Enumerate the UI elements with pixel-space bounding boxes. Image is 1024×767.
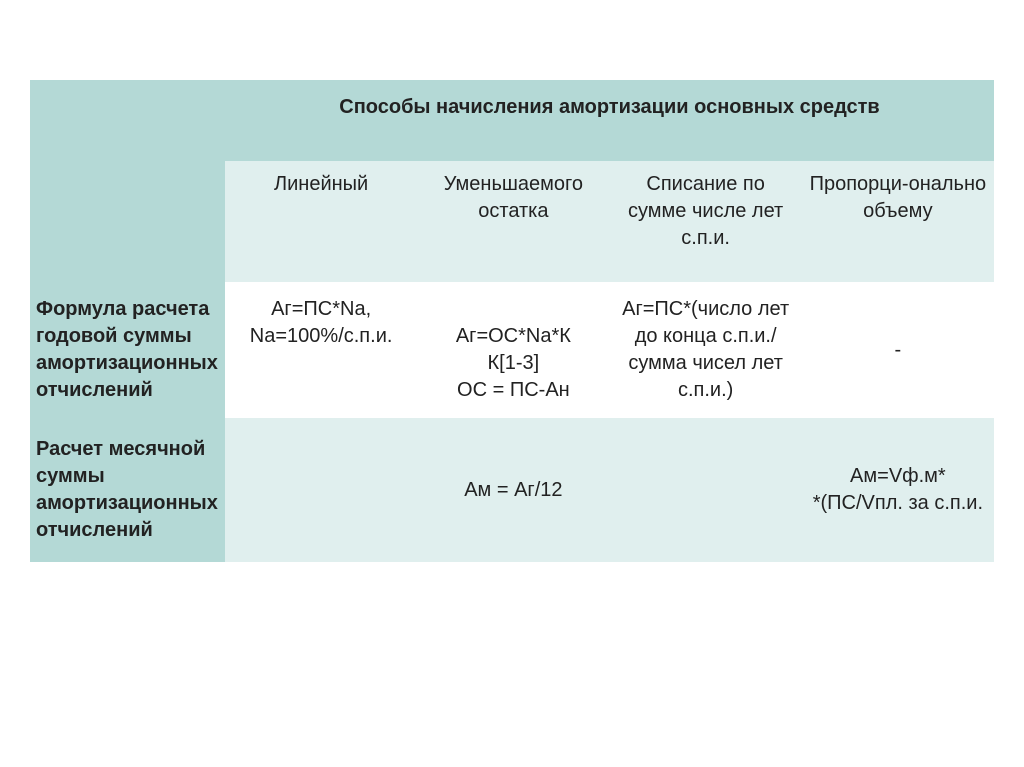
cell-annual-linear: Аг=ПС*Na, Na=100%/с.п.и.	[225, 282, 417, 418]
amortization-methods-table: Способы начисления амортизации основных …	[30, 80, 994, 562]
cell-annual-volume: -	[802, 282, 994, 418]
col-header-sum-years: Списание по сумме числе лет с.п.и.	[610, 161, 802, 282]
col-header-reducing: Уменьшаемого остатка	[417, 161, 609, 282]
col-header-linear: Линейный	[225, 161, 417, 282]
row-label-annual: Формула расчета годовой суммы амортизаци…	[30, 282, 225, 418]
header-empty-cell	[30, 80, 225, 282]
cell-annual-sum-years: Аг=ПС*(число лет до конца с.п.и./сумма ч…	[610, 282, 802, 418]
cell-monthly-merged: Ам = Аг/12	[225, 418, 802, 562]
row-label-monthly: Расчет месячной суммы амортизационных от…	[30, 418, 225, 562]
cell-monthly-volume: Ам=Vф.м* *(ПС/Vпл. за с.п.и.	[802, 418, 994, 562]
cell-annual-reducing: Аг=ОС*Na*К К[1-3] ОС = ПС-Ан	[417, 282, 609, 418]
table-title: Способы начисления амортизации основных …	[225, 80, 994, 161]
col-header-volume: Пропорци-онально объему	[802, 161, 994, 282]
